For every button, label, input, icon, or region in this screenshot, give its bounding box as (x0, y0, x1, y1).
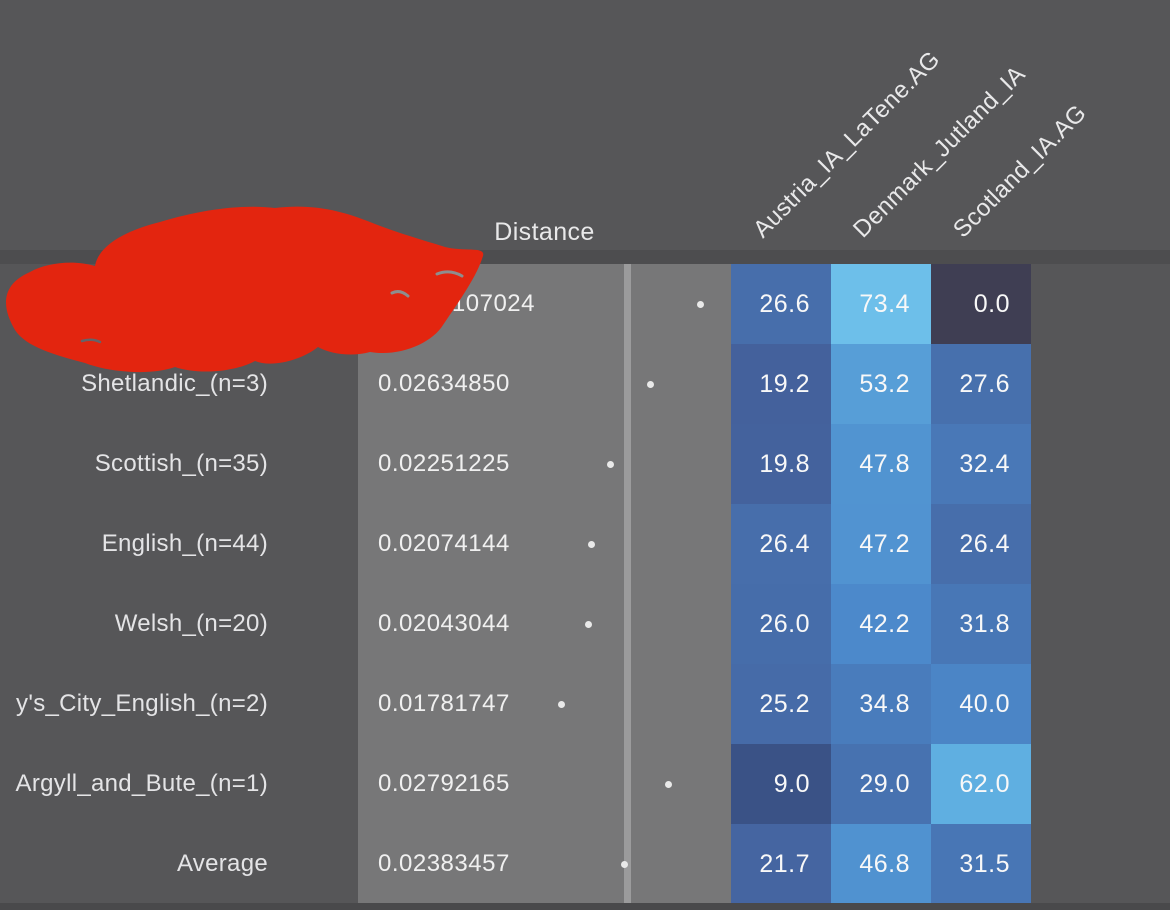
distance-value: 0.02634850 (378, 370, 510, 397)
distance-dot (606, 461, 614, 468)
distance-value: 0.02251225 (378, 450, 510, 477)
distance-value: 107024 (451, 290, 535, 317)
heatmap-cell: 62.0 (931, 744, 1031, 824)
heatmap-cell: 26.6 (731, 264, 831, 344)
heatmap-cell: 46.8 (831, 824, 931, 904)
table-row: y's_City_English_(n=2) 0.01781747 25.2 3… (0, 664, 1170, 744)
distance-value: 0.02792165 (378, 770, 510, 797)
row-label: y's_City_English_(n=2) (16, 690, 268, 717)
header-divider-strip (0, 250, 1170, 264)
distance-dot (584, 621, 592, 628)
heatmap-cell: 9.0 (731, 744, 831, 824)
heatmap-cell: 29.0 (831, 744, 931, 824)
heatmap-cell: 19.8 (731, 424, 831, 504)
row-label: Argyll_and_Bute_(n=1) (15, 770, 268, 797)
table-row: English_(n=44) 0.02074144 26.4 47.2 26.4 (0, 504, 1170, 584)
heatmap-cell: 32.4 (931, 424, 1031, 504)
distance-dot (646, 381, 654, 388)
heatmap-cell: 26.4 (931, 504, 1031, 584)
heatmap-cell: 31.8 (931, 584, 1031, 664)
table-row: Argyll_and_Bute_(n=1) 0.02792165 9.0 29.… (0, 744, 1170, 824)
heatmap-cell: 27.6 (931, 344, 1031, 424)
distance-dot (557, 701, 565, 708)
heatmap-cell: 26.0 (731, 584, 831, 664)
heatmap-cell: 0.0 (931, 264, 1031, 344)
table-row: Average 0.02383457 21.7 46.8 31.5 (0, 824, 1170, 904)
heatmap-cell: 53.2 (831, 344, 931, 424)
heatmap-cell: 42.2 (831, 584, 931, 664)
table-row: Scottish_(n=35) 0.02251225 19.8 47.8 32.… (0, 424, 1170, 504)
column-header-denmark: Denmark_Jutland_IA (848, 60, 1031, 244)
row-label: English_(n=44) (101, 530, 268, 557)
column-header-austria: Austria_IA_LaTene.AG (748, 45, 946, 244)
heatmap-cell: 25.2 (731, 664, 831, 744)
dot-plot-divider-line (624, 264, 631, 904)
heatmap-cell: 26.4 (731, 504, 831, 584)
table-row: Welsh_(n=20) 0.02043044 26.0 42.2 31.8 (0, 584, 1170, 664)
distance-column-header: Distance (494, 218, 595, 246)
table-row: 107024 26.6 73.4 0.0 (0, 264, 1170, 344)
distance-dot (620, 861, 628, 868)
distance-dot (696, 301, 704, 308)
heatmap-cell: 73.4 (831, 264, 931, 344)
distance-value: 0.02383457 (378, 850, 510, 877)
distance-dot (664, 781, 672, 788)
row-label: Average (176, 850, 268, 877)
heatmap-cell: 19.2 (731, 344, 831, 424)
heatmap-cell: 47.2 (831, 504, 931, 584)
bottom-edge-strip (0, 903, 1170, 910)
heatmap-cell: 21.7 (731, 824, 831, 904)
heatmap-cell: 31.5 (931, 824, 1031, 904)
distance-value: 0.02074144 (378, 530, 510, 557)
distance-dot (587, 541, 595, 548)
heatmap-cell: 47.8 (831, 424, 931, 504)
row-label: Scottish_(n=35) (94, 450, 268, 477)
distance-value: 0.01781747 (378, 690, 510, 717)
table-row: Shetlandic_(n=3) 0.02634850 19.2 53.2 27… (0, 344, 1170, 424)
row-label: Shetlandic_(n=3) (81, 370, 268, 397)
heatmap-cell: 34.8 (831, 664, 931, 744)
row-label: Welsh_(n=20) (114, 610, 268, 637)
distance-value: 0.02043044 (378, 610, 510, 637)
heatmap-cell: 40.0 (931, 664, 1031, 744)
